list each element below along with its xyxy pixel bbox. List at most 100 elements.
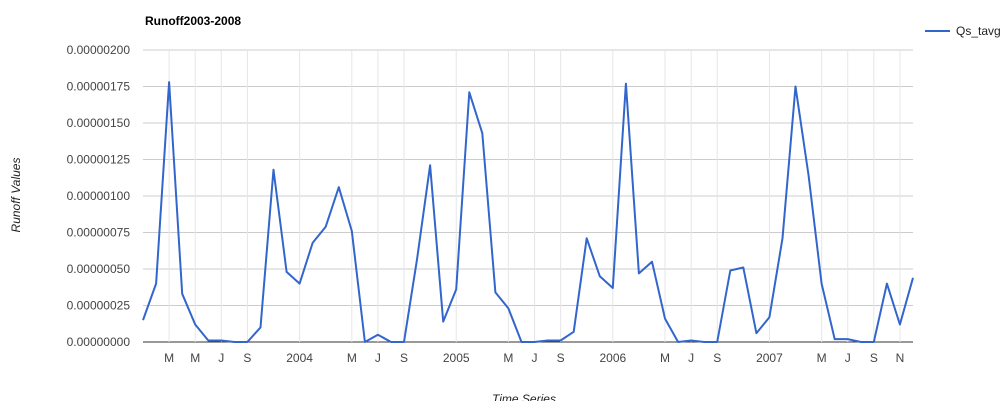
data-point[interactable]: [910, 275, 916, 281]
x-tick-label: J: [218, 351, 224, 365]
data-point[interactable]: [714, 339, 720, 345]
data-point[interactable]: [766, 314, 772, 320]
data-point[interactable]: [453, 286, 459, 292]
data-point[interactable]: [231, 339, 237, 345]
y-tick-label: 0.00000125: [67, 153, 131, 167]
x-tick-label: M: [503, 351, 513, 365]
data-point[interactable]: [310, 240, 316, 246]
data-point[interactable]: [297, 281, 303, 287]
legend-label-qs-tavg: Qs_tavg: [956, 24, 1001, 38]
x-tick-label: N: [896, 351, 905, 365]
data-point[interactable]: [701, 339, 707, 345]
data-point[interactable]: [518, 339, 524, 345]
x-tick-label: S: [400, 351, 408, 365]
data-point[interactable]: [793, 84, 799, 90]
x-tick-label: J: [532, 351, 538, 365]
x-tick-label: M: [347, 351, 357, 365]
data-point[interactable]: [753, 330, 759, 336]
x-tick-label: S: [713, 351, 721, 365]
y-tick-label: 0.00000175: [67, 80, 131, 94]
data-point[interactable]: [740, 265, 746, 271]
data-point[interactable]: [362, 339, 368, 345]
x-tick-label: 2005: [443, 351, 470, 365]
data-point[interactable]: [558, 338, 564, 344]
data-point[interactable]: [584, 235, 590, 241]
data-point[interactable]: [832, 336, 838, 342]
y-tick-label: 0.00000050: [67, 262, 131, 276]
data-point[interactable]: [401, 339, 407, 345]
data-point[interactable]: [662, 316, 668, 322]
legend[interactable]: Qs_tavg: [925, 24, 1001, 38]
chart-title: Runoff2003-2008: [145, 14, 241, 28]
data-point[interactable]: [244, 339, 250, 345]
data-point[interactable]: [427, 162, 433, 168]
x-tick-label: M: [190, 351, 200, 365]
data-point[interactable]: [153, 281, 159, 287]
x-axis-ticks: M M J S 2004 M J S 2005 M J S 2006 M J S 2007 M J S N: [164, 351, 904, 365]
data-point[interactable]: [414, 256, 420, 262]
y-tick-label: 0.00000000: [67, 335, 131, 349]
data-point[interactable]: [140, 317, 146, 323]
y-tick-label: 0.00000200: [67, 43, 131, 57]
data-point[interactable]: [192, 321, 198, 327]
data-point[interactable]: [323, 224, 329, 230]
x-tick-label: M: [164, 351, 174, 365]
y-axis-label: Runoff Values: [9, 158, 23, 233]
data-point[interactable]: [284, 269, 290, 275]
x-tick-label: S: [243, 351, 251, 365]
data-point[interactable]: [806, 173, 812, 179]
data-point[interactable]: [571, 329, 577, 335]
data-point[interactable]: [623, 81, 629, 87]
data-point[interactable]: [479, 130, 485, 136]
data-point[interactable]: [505, 305, 511, 311]
x-tick-label: S: [557, 351, 565, 365]
data-point[interactable]: [610, 285, 616, 291]
data-point[interactable]: [636, 270, 642, 276]
y-tick-label: 0.00000100: [67, 189, 131, 203]
x-tick-label: 2004: [286, 351, 313, 365]
data-point[interactable]: [897, 321, 903, 327]
data-point[interactable]: [166, 79, 172, 85]
x-tick-label: M: [660, 351, 670, 365]
data-point[interactable]: [336, 184, 342, 190]
data-point[interactable]: [819, 281, 825, 287]
series-layer: [140, 79, 916, 345]
series-line-qs-tavg[interactable]: [142, 81, 914, 343]
x-tick-label: J: [688, 351, 694, 365]
x-tick-label: 2006: [599, 351, 626, 365]
data-point[interactable]: [440, 319, 446, 325]
y-tick-label: 0.00000075: [67, 226, 131, 240]
x-axis-label: Time Series: [492, 392, 556, 401]
data-point[interactable]: [349, 228, 355, 234]
data-point[interactable]: [532, 339, 538, 345]
data-point[interactable]: [271, 167, 277, 173]
x-tick-label: 2007: [756, 351, 783, 365]
data-point[interactable]: [545, 338, 551, 344]
y-tick-label: 0.00000025: [67, 299, 131, 313]
data-point[interactable]: [205, 338, 211, 344]
data-point[interactable]: [675, 339, 681, 345]
data-point[interactable]: [858, 339, 864, 345]
data-point[interactable]: [257, 324, 263, 330]
data-point[interactable]: [218, 338, 224, 344]
data-point[interactable]: [688, 338, 694, 344]
data-point[interactable]: [179, 291, 185, 297]
data-point[interactable]: [871, 339, 877, 345]
data-point[interactable]: [597, 273, 603, 279]
y-axis-ticks: 0.00000000 0.00000025 0.00000050 0.00000075…: [67, 43, 131, 349]
data-point[interactable]: [466, 89, 472, 95]
data-point[interactable]: [845, 336, 851, 342]
data-point[interactable]: [884, 281, 890, 287]
x-tick-label: M: [817, 351, 827, 365]
data-point[interactable]: [727, 267, 733, 273]
gridlines: [143, 49, 913, 343]
data-point[interactable]: [375, 332, 381, 338]
x-tick-label: S: [870, 351, 878, 365]
data-point[interactable]: [779, 235, 785, 241]
data-point[interactable]: [492, 289, 498, 295]
y-tick-label: 0.00000150: [67, 116, 131, 130]
data-point[interactable]: [388, 339, 394, 345]
data-point[interactable]: [649, 259, 655, 265]
